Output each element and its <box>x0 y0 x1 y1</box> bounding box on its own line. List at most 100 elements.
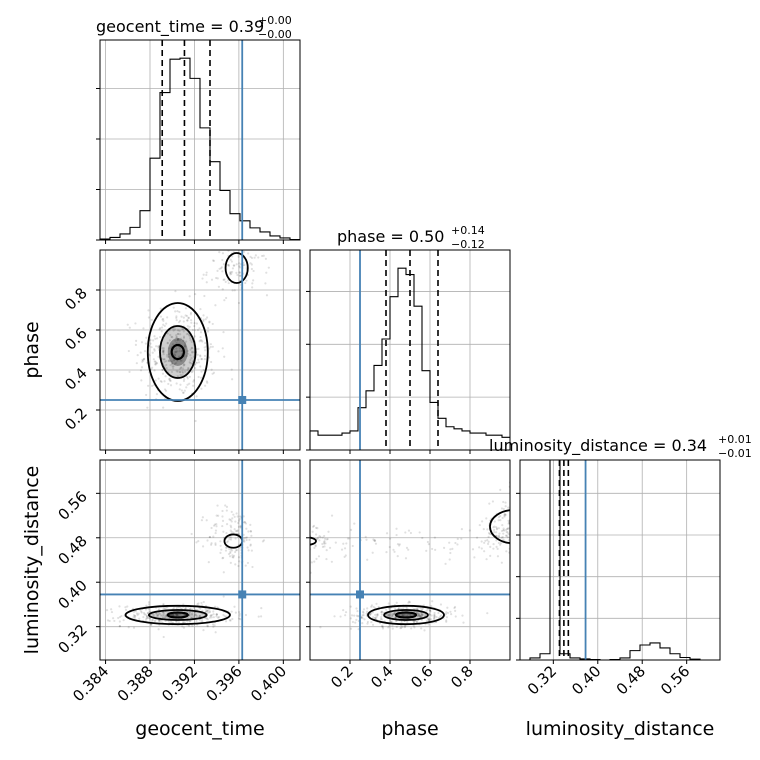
sample-point <box>208 608 211 611</box>
sample-point <box>159 307 162 310</box>
density-blob <box>148 610 207 620</box>
sample-point <box>504 534 508 537</box>
sample-point <box>214 605 217 608</box>
sample-point <box>419 614 422 617</box>
diag-2-title-text: luminosity_distance = 0.34 <box>489 436 707 456</box>
sample-point <box>480 540 483 543</box>
sample-point <box>507 519 510 522</box>
sample-point <box>348 537 351 540</box>
sample-point <box>211 345 214 348</box>
sample-point <box>349 617 353 620</box>
sample-point <box>460 528 463 531</box>
sample-point <box>206 625 209 628</box>
sample-point <box>175 614 178 617</box>
sample-point <box>195 541 198 544</box>
sample-point <box>453 606 456 610</box>
sample-point <box>228 538 231 541</box>
sample-point <box>220 266 223 269</box>
sample-point <box>346 537 350 540</box>
sample-point <box>210 616 213 619</box>
x-axis-label-phase: phase <box>381 718 438 740</box>
sample-point <box>157 619 160 622</box>
sample-point <box>511 540 513 542</box>
sample-point <box>481 520 484 523</box>
pair-panel-2-1 <box>309 459 516 661</box>
sample-point <box>170 335 173 338</box>
sample-point <box>149 342 152 345</box>
sample-point <box>247 530 250 533</box>
sample-point <box>222 556 225 559</box>
sample-point <box>193 613 196 617</box>
sample-point <box>388 537 392 540</box>
sample-point <box>178 355 181 358</box>
sample-point <box>148 610 151 613</box>
sample-point <box>168 377 172 380</box>
sample-point <box>437 611 440 615</box>
sample-point <box>202 318 205 321</box>
sample-point <box>233 289 236 292</box>
sample-point <box>218 251 221 254</box>
sample-point <box>445 616 449 619</box>
sample-point <box>251 282 254 285</box>
sample-point <box>199 331 203 334</box>
sample-point <box>152 358 155 361</box>
sample-point <box>195 614 199 618</box>
sample-point <box>222 613 225 617</box>
sample-point <box>238 266 241 269</box>
sample-point <box>160 326 164 329</box>
contour-line <box>124 604 231 626</box>
sample-point <box>450 613 453 616</box>
sample-point <box>196 353 199 356</box>
sample-point <box>182 391 185 394</box>
sample-point <box>162 350 165 353</box>
sample-point <box>173 352 176 356</box>
sample-point <box>405 546 409 550</box>
sample-point <box>150 623 153 626</box>
x-tick-label-phase: 0.4 <box>367 662 397 692</box>
sample-point <box>210 368 213 371</box>
sample-point <box>154 362 157 366</box>
sample-point <box>514 521 516 523</box>
sample-point <box>176 370 179 373</box>
sample-point <box>487 540 490 543</box>
sample-point <box>186 319 189 322</box>
sample-point <box>330 514 334 517</box>
sample-point <box>514 541 516 543</box>
sample-point <box>194 363 197 366</box>
sample-point <box>221 524 224 528</box>
sample-point <box>208 320 211 323</box>
sample-point <box>325 548 328 552</box>
sample-point <box>182 339 185 343</box>
sample-point <box>241 247 243 249</box>
sample-point <box>178 388 181 391</box>
sample-point <box>134 343 137 346</box>
sample-point <box>421 536 424 540</box>
sample-point <box>235 549 239 552</box>
sample-point <box>215 522 218 526</box>
sample-point <box>391 627 394 630</box>
sample-point <box>330 560 333 563</box>
sample-point <box>478 546 481 549</box>
sample-point <box>176 338 179 342</box>
sample-point <box>264 282 267 285</box>
sample-point <box>385 532 389 535</box>
sample-point <box>229 550 232 553</box>
sample-point <box>500 561 503 564</box>
y-tick-label-luminosity_distance: 0.32 <box>54 621 90 657</box>
sample-point <box>229 548 233 551</box>
sample-point <box>461 614 464 617</box>
sample-point <box>257 256 260 259</box>
sample-point <box>326 537 329 541</box>
sample-point <box>161 347 164 350</box>
sample-point <box>154 363 157 366</box>
sample-point <box>370 604 374 607</box>
sample-point <box>199 354 202 357</box>
sample-point <box>228 518 231 521</box>
sample-point <box>244 522 248 525</box>
sample-point <box>212 524 216 527</box>
sample-point <box>265 271 268 274</box>
sample-point <box>225 523 229 526</box>
sample-point <box>353 614 356 617</box>
sample-point <box>433 617 436 620</box>
sample-point <box>151 366 154 369</box>
